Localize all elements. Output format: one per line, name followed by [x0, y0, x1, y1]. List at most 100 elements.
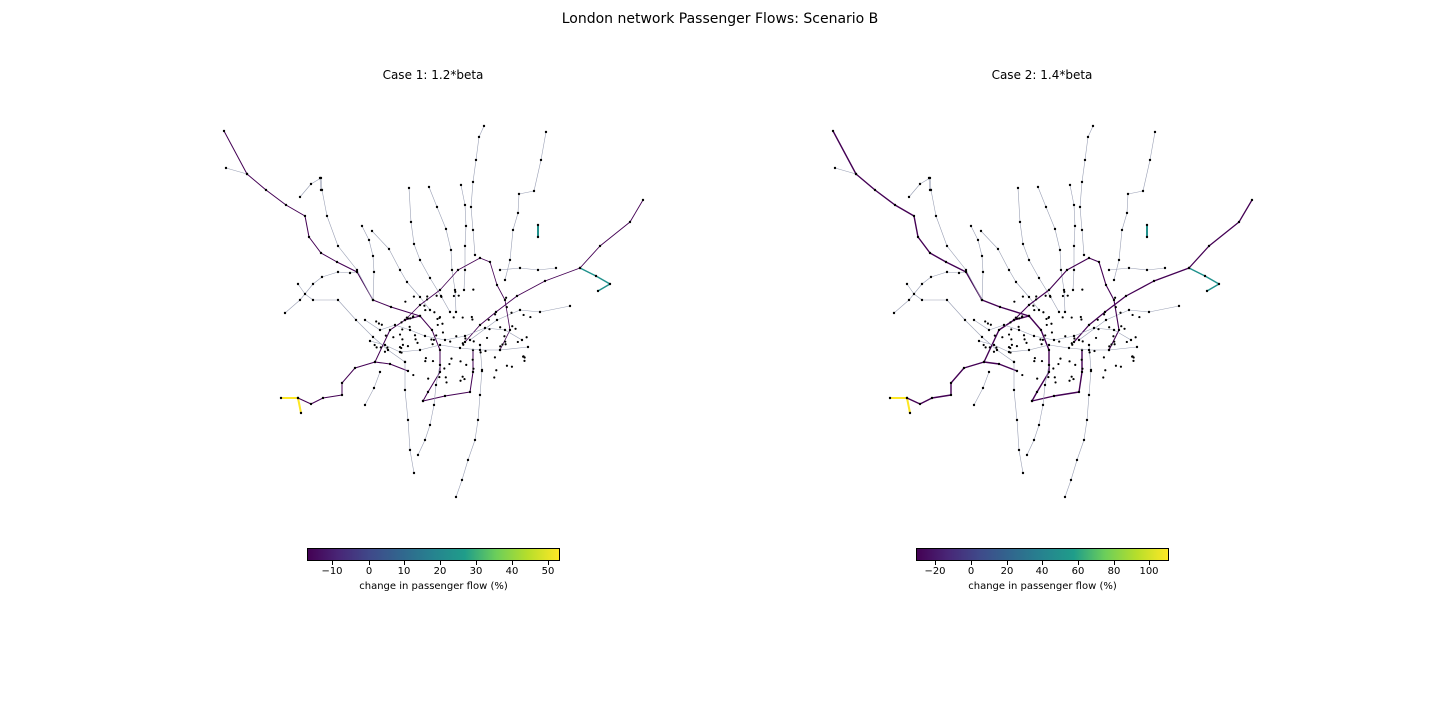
- station-node: [964, 270, 968, 274]
- station-node: [1113, 343, 1116, 346]
- station-node: [413, 334, 417, 337]
- station-node: [1058, 248, 1062, 252]
- station-node: [461, 375, 464, 378]
- station-node: [1152, 279, 1156, 283]
- station-node: [1124, 294, 1128, 298]
- station-node: [1047, 370, 1051, 374]
- network-edge: [1079, 125, 1094, 256]
- station-node: [1112, 328, 1116, 332]
- station-node: [1097, 260, 1101, 264]
- station-node: [1070, 375, 1073, 378]
- station-node: [1025, 453, 1029, 457]
- colorbar-tick: 20: [420, 561, 460, 577]
- station-node: [370, 229, 374, 233]
- station-node: [443, 394, 447, 398]
- station-node: [1187, 266, 1191, 270]
- station-node: [1070, 342, 1073, 345]
- station-node: [1108, 326, 1111, 329]
- station-node: [1114, 296, 1117, 299]
- network-edge: [973, 319, 1132, 341]
- station-node: [348, 271, 352, 275]
- station-node: [495, 318, 499, 322]
- station-node: [1058, 340, 1061, 343]
- station-node: [377, 322, 381, 325]
- station-node: [1068, 379, 1071, 382]
- station-node: [379, 346, 382, 349]
- station-node: [1007, 333, 1011, 336]
- station-node: [435, 334, 438, 337]
- station-node: [1074, 363, 1077, 366]
- station-node: [1022, 334, 1026, 337]
- station-node: [508, 258, 512, 262]
- network-edge: [1026, 364, 1050, 456]
- station-node: [503, 335, 506, 338]
- station-node: [448, 310, 452, 314]
- station-node: [1203, 274, 1207, 278]
- station-node: [464, 224, 468, 228]
- station-node: [934, 214, 938, 218]
- station-node: [1080, 228, 1084, 232]
- station-node: [945, 270, 949, 274]
- station-node: [993, 334, 996, 337]
- station-node: [384, 334, 387, 337]
- station-node: [1045, 317, 1048, 321]
- station-node: [598, 244, 602, 248]
- station-node: [515, 294, 519, 298]
- station-node: [518, 266, 522, 270]
- station-node: [430, 338, 433, 341]
- station-node: [1037, 308, 1041, 312]
- station-node: [916, 235, 920, 239]
- station-node: [398, 333, 402, 336]
- station-node: [912, 214, 916, 218]
- station-node: [1092, 326, 1096, 330]
- station-node: [1077, 338, 1081, 342]
- network-edge: [364, 371, 381, 406]
- station-node: [1119, 365, 1123, 368]
- colorbar-case-1: [307, 548, 560, 561]
- colorbar-tick: 0: [349, 561, 389, 577]
- station-node: [1012, 318, 1016, 322]
- station-node: [503, 278, 507, 282]
- station-node: [408, 325, 411, 328]
- station-node: [1044, 205, 1048, 209]
- network-edge: [404, 257, 511, 351]
- station-node: [469, 205, 473, 209]
- network-edge: [579, 267, 611, 292]
- colorbar-tick: 60: [1058, 561, 1098, 577]
- colorbar-label-case-2: change in passenger flow (%): [968, 581, 1117, 592]
- station-node: [438, 370, 442, 374]
- station-node: [1027, 258, 1031, 262]
- station-node: [409, 220, 413, 224]
- station-node: [406, 418, 410, 422]
- station-node: [1072, 340, 1076, 344]
- station-node: [386, 348, 390, 352]
- station-node: [1177, 304, 1181, 308]
- colorbar-tick: 20: [987, 561, 1027, 577]
- station-node: [1047, 315, 1051, 319]
- station-node: [1104, 369, 1107, 372]
- station-node: [1131, 313, 1134, 317]
- station-node: [520, 338, 524, 342]
- station-node: [1081, 288, 1084, 291]
- colorbar-tick: 30: [456, 561, 496, 577]
- station-node: [319, 251, 323, 255]
- station-node: [1072, 244, 1076, 248]
- station-node: [1017, 448, 1021, 452]
- station-node: [335, 260, 339, 264]
- station-node: [1067, 346, 1071, 350]
- station-node: [1059, 268, 1063, 272]
- station-node: [532, 189, 536, 193]
- station-node: [470, 315, 473, 319]
- station-node: [434, 383, 438, 387]
- station-node: [1087, 343, 1091, 347]
- station-node: [403, 318, 407, 322]
- station-node: [435, 294, 438, 297]
- colorbar-tick: 50: [528, 561, 568, 577]
- network-edge: [455, 344, 483, 498]
- station-node: [363, 403, 367, 407]
- station-node: [977, 339, 981, 343]
- station-node: [438, 315, 442, 319]
- station-node: [1016, 186, 1020, 190]
- station-node: [462, 288, 466, 292]
- station-node: [428, 423, 432, 427]
